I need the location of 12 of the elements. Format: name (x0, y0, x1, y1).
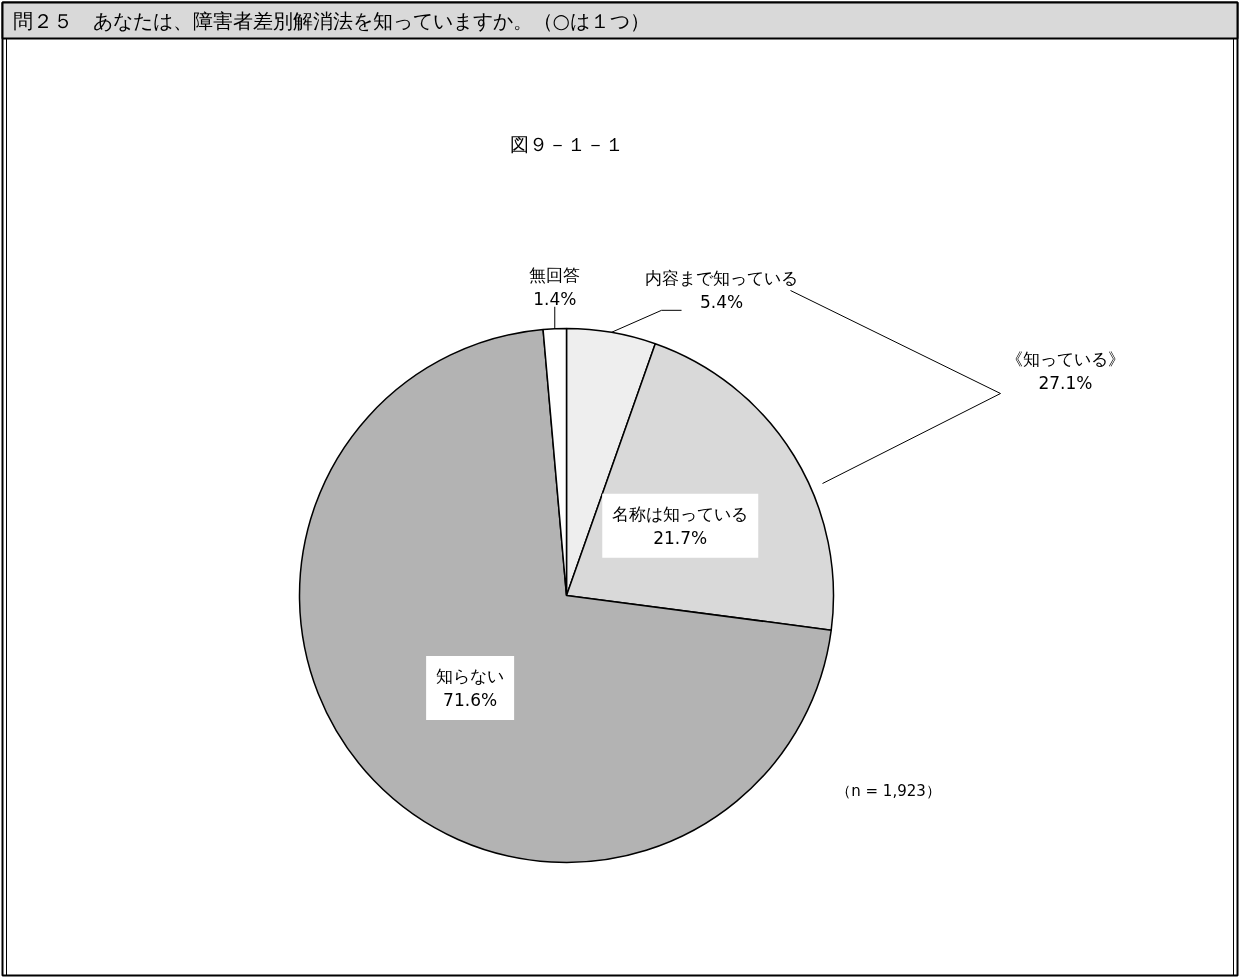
text: （n = 1,923） (836, 781, 941, 800)
slice-label: 内容まで知っている (645, 268, 799, 289)
data-label: 5.4% (699, 292, 744, 313)
slice-label: 名称は知っている (612, 503, 749, 524)
slice-label: 無回答 (529, 264, 581, 285)
slice-label: 知らない (436, 665, 505, 686)
data-label: 21.7% (653, 527, 708, 548)
text: 《知っている》 27.1% (1006, 348, 1125, 393)
chart-subtitle: 図９－１－１ (509, 132, 624, 155)
data-label: 1.4% (533, 288, 577, 309)
chart-title: 問２５ あなたは、障害者差別解消法を知っていますか。（○は１つ） (12, 8, 650, 33)
data-label: 71.6% (443, 689, 498, 710)
